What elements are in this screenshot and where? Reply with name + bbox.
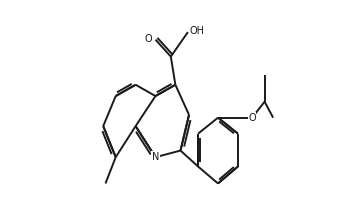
Text: N: N	[152, 152, 159, 162]
Text: O: O	[145, 34, 153, 44]
Text: O: O	[248, 113, 256, 123]
Text: OH: OH	[190, 26, 205, 36]
